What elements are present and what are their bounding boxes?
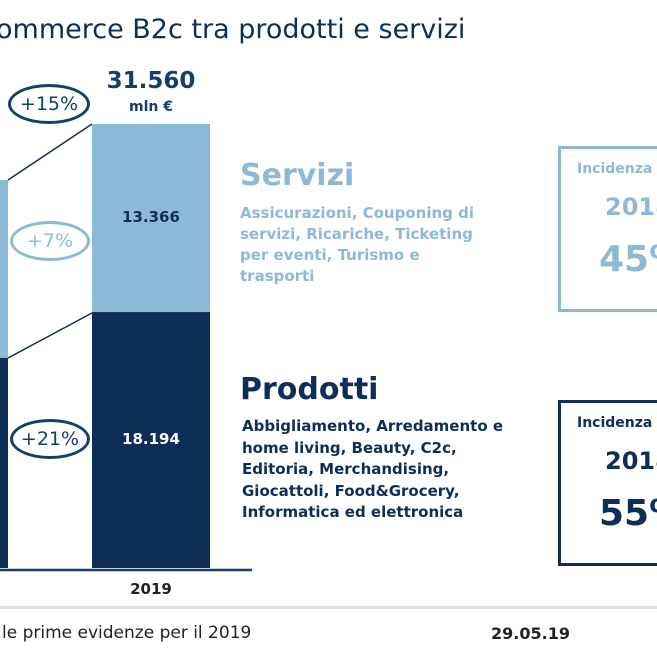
bar-label-prodotti: 18.194 bbox=[122, 430, 180, 449]
incidenza-year: 2018 bbox=[605, 193, 657, 221]
incidenza-label: Incidenza bbox=[577, 415, 653, 431]
x-tick-label-2019: 2019 bbox=[130, 580, 172, 598]
growth-total-badge: +15% bbox=[8, 84, 90, 124]
incidenza-servizi-box: Incidenza 2018 45% bbox=[558, 146, 657, 312]
incidenza-label: Incidenza bbox=[577, 161, 653, 177]
footer-date: 29.05.19 bbox=[491, 624, 570, 643]
prev-year-bar-prodotti bbox=[0, 358, 8, 568]
bar-servizi-2019 bbox=[92, 124, 210, 313]
growth-servizi-badge: +7% bbox=[10, 221, 90, 261]
incidenza-percent: 55% bbox=[599, 493, 657, 534]
servizi-title: Servizi bbox=[240, 158, 355, 193]
bar-label-servizi: 13.366 bbox=[122, 208, 180, 227]
prev-year-bar-servizi bbox=[0, 180, 8, 358]
footer-text: le prime evidenze per il 2019 bbox=[2, 623, 252, 643]
page-title: ommerce B2c tra prodotti e servizi bbox=[0, 14, 466, 45]
incidenza-percent: 45% bbox=[599, 239, 657, 280]
prodotti-title: Prodotti bbox=[240, 372, 379, 407]
bar-prodotti-2019 bbox=[92, 312, 210, 568]
servizi-description: Assicurazioni, Couponing di servizi, Ric… bbox=[240, 204, 474, 285]
connector-line-top bbox=[7, 123, 93, 181]
total-value: 31.560 bbox=[106, 68, 196, 94]
incidenza-year: 2018 bbox=[605, 447, 657, 475]
footer-divider bbox=[0, 606, 657, 609]
prodotti-description: Abbigliamento, Arredamento e home living… bbox=[242, 417, 504, 521]
connector-line-mid bbox=[7, 312, 93, 359]
growth-prodotti-badge: +21% bbox=[10, 419, 90, 459]
total-unit: mln € bbox=[129, 99, 173, 115]
incidenza-prodotti-box: Incidenza 2018 55% bbox=[558, 400, 657, 566]
